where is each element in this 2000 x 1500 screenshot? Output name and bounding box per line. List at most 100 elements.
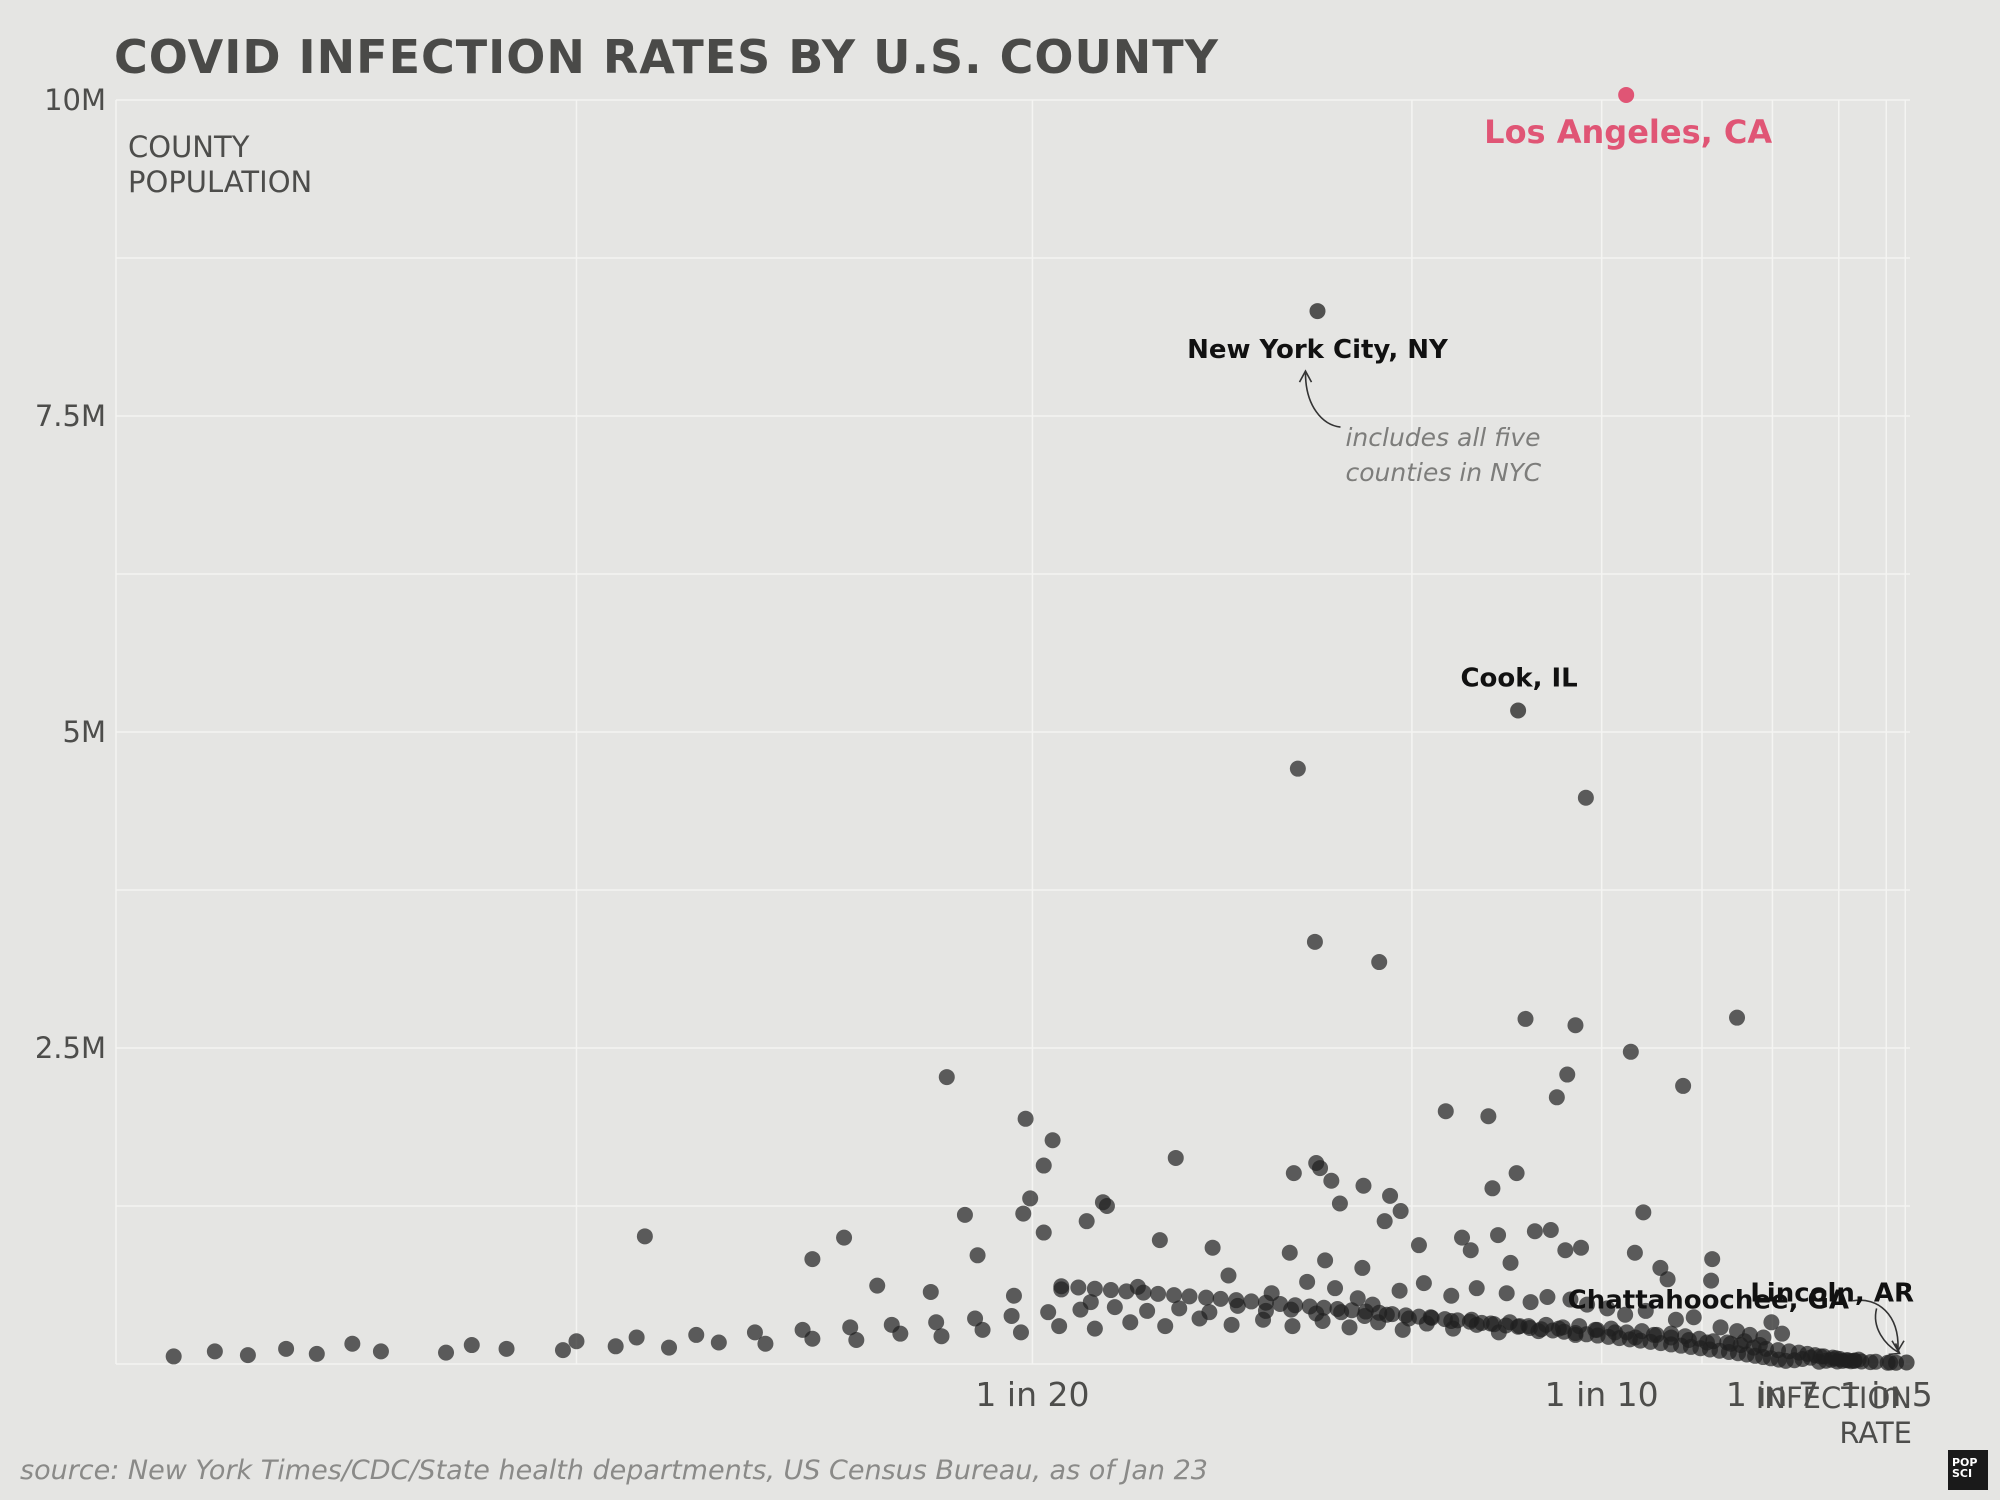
county-point bbox=[1391, 1282, 1408, 1299]
county-point bbox=[1017, 1110, 1034, 1127]
county-point bbox=[1484, 1180, 1501, 1197]
county-point bbox=[1341, 1319, 1358, 1336]
county-point bbox=[1139, 1302, 1156, 1319]
county-point bbox=[1181, 1288, 1198, 1305]
county-point bbox=[1220, 1267, 1237, 1284]
county-point bbox=[974, 1321, 991, 1338]
x-tick-label: 1 in 7 bbox=[1726, 1375, 1819, 1414]
county-point bbox=[1257, 1294, 1274, 1311]
county-point bbox=[1299, 1273, 1316, 1290]
county-point bbox=[1449, 1312, 1466, 1329]
highlight-label: Los Angeles, CA bbox=[1484, 113, 1772, 151]
county-point bbox=[1410, 1308, 1427, 1325]
grid-lines bbox=[115, 99, 1910, 1365]
county-point bbox=[1306, 933, 1323, 950]
county-point bbox=[1542, 1222, 1559, 1239]
county-point bbox=[1371, 954, 1388, 971]
county-point bbox=[969, 1247, 986, 1264]
annotation-text: includes all five bbox=[1345, 423, 1540, 452]
county-point bbox=[1376, 1213, 1393, 1230]
county-point bbox=[1118, 1283, 1135, 1300]
county-point bbox=[1461, 1313, 1478, 1330]
county-point bbox=[1354, 1259, 1371, 1276]
county-point bbox=[1053, 1278, 1070, 1295]
annotation-arrow bbox=[1304, 373, 1341, 428]
county-point bbox=[757, 1335, 774, 1352]
county-point bbox=[568, 1333, 585, 1350]
county-point bbox=[1106, 1299, 1123, 1316]
county-point bbox=[956, 1206, 973, 1223]
county-point bbox=[1557, 1242, 1574, 1259]
x-tick-label: 1 in 20 bbox=[975, 1375, 1089, 1414]
county-point bbox=[836, 1229, 853, 1246]
annotation-arrowhead bbox=[1298, 369, 1313, 383]
county-point bbox=[1228, 1292, 1245, 1309]
county-point bbox=[1567, 1017, 1584, 1034]
county-point bbox=[1436, 1311, 1453, 1328]
county-point bbox=[1331, 1195, 1348, 1212]
county-point bbox=[1867, 1353, 1884, 1370]
county-point bbox=[1040, 1304, 1057, 1321]
county-point bbox=[688, 1326, 705, 1343]
county-point bbox=[1243, 1293, 1260, 1310]
county-point bbox=[869, 1277, 886, 1294]
county-point bbox=[1012, 1324, 1029, 1341]
county-point bbox=[1371, 1304, 1388, 1321]
county-point bbox=[1577, 789, 1594, 806]
y-tick-label: 5M bbox=[63, 715, 106, 749]
county-point bbox=[1157, 1318, 1174, 1335]
county-point bbox=[1703, 1272, 1720, 1289]
county-point bbox=[1323, 1172, 1340, 1189]
county-point bbox=[1685, 1309, 1702, 1326]
county-point bbox=[1712, 1319, 1729, 1336]
county-point bbox=[1559, 1066, 1576, 1083]
county-point bbox=[933, 1328, 950, 1345]
county-point bbox=[1212, 1290, 1229, 1307]
county-point bbox=[1415, 1275, 1432, 1292]
point-label: New York City, NY bbox=[1187, 335, 1449, 365]
county-point bbox=[1035, 1224, 1052, 1241]
county-point bbox=[848, 1331, 865, 1348]
county-point bbox=[1579, 1296, 1596, 1313]
county-point bbox=[1072, 1301, 1089, 1318]
county-point bbox=[1462, 1242, 1479, 1259]
county-point bbox=[1437, 1103, 1454, 1120]
point-label: Chattahoochee, GA bbox=[1568, 1286, 1849, 1316]
county-point bbox=[1044, 1132, 1061, 1149]
county-point bbox=[1166, 1287, 1183, 1304]
axis-labels: 10M 7.5M 5M 2.5M 1 in 20 1 in 10 1 in 7 1 in 5 C… bbox=[35, 83, 1933, 1450]
county-point bbox=[1343, 1302, 1360, 1319]
county-point bbox=[239, 1347, 256, 1364]
county-point bbox=[1035, 1157, 1052, 1174]
labeled-county-point bbox=[1898, 1354, 1915, 1371]
county-point bbox=[1357, 1303, 1374, 1320]
county-point bbox=[1497, 1317, 1514, 1334]
y-tick-label: 10M bbox=[44, 83, 106, 117]
county-point bbox=[1078, 1213, 1095, 1230]
county-point bbox=[1167, 1149, 1184, 1166]
county-point bbox=[1094, 1194, 1111, 1211]
x-axis-title: INFECTION bbox=[1756, 1381, 1912, 1415]
county-point bbox=[165, 1348, 182, 1365]
county-point bbox=[1562, 1291, 1579, 1308]
county-point bbox=[1573, 1239, 1590, 1256]
county-point bbox=[344, 1335, 361, 1352]
county-point bbox=[1544, 1322, 1561, 1339]
county-point bbox=[967, 1310, 984, 1327]
county-point bbox=[1480, 1108, 1497, 1125]
y-tick-label: 7.5M bbox=[35, 399, 106, 433]
y-axis-title: POPULATION bbox=[128, 165, 312, 199]
county-point bbox=[1539, 1289, 1556, 1306]
county-point bbox=[1287, 1297, 1304, 1314]
county-point bbox=[1443, 1287, 1460, 1304]
county-point bbox=[278, 1340, 295, 1357]
county-point bbox=[1329, 1301, 1346, 1318]
county-point bbox=[928, 1314, 945, 1331]
county-point bbox=[1729, 1009, 1746, 1026]
county-point bbox=[1468, 1280, 1485, 1297]
point-labels: Los Angeles, CA New York City, NY includes… bbox=[1187, 113, 1914, 1356]
county-point bbox=[1522, 1294, 1539, 1311]
county-point bbox=[438, 1344, 455, 1361]
county-point bbox=[1150, 1285, 1167, 1302]
y-axis-title: COUNTY bbox=[128, 130, 250, 164]
